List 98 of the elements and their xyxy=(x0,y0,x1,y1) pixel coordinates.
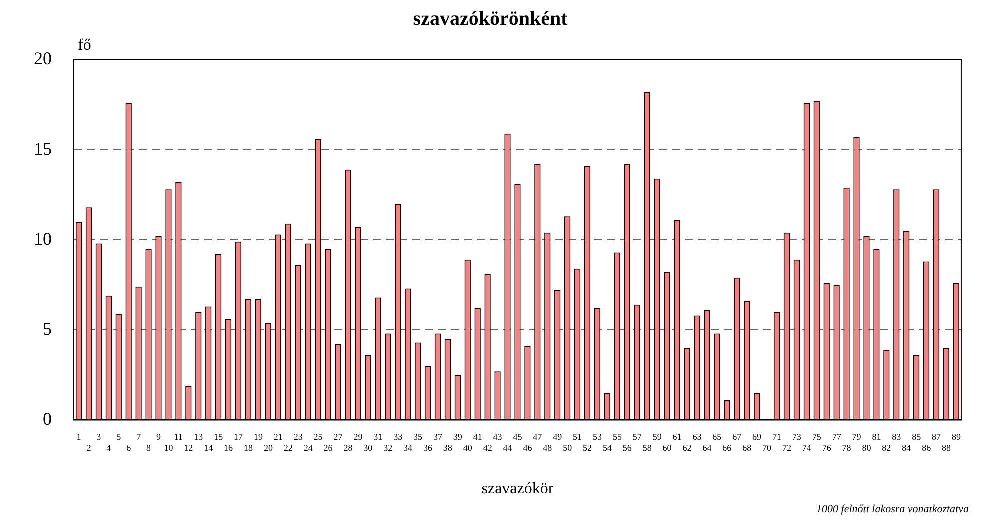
y-tick-label: 5 xyxy=(43,318,52,339)
x-tick-label: 30 xyxy=(364,442,374,453)
x-tick-label: 21 xyxy=(274,432,283,442)
y-tick-label: 0 xyxy=(43,408,52,429)
x-tick-label: 86 xyxy=(922,442,932,453)
x-tick-label: 12 xyxy=(184,442,194,453)
x-tick-label: 13 xyxy=(194,432,204,442)
x-tick-label: 54 xyxy=(602,442,612,453)
x-tick-label: 23 xyxy=(294,432,304,442)
x-tick-label: 61 xyxy=(672,432,682,442)
x-tick-label: 26 xyxy=(324,442,334,453)
y-tick-label: 20 xyxy=(34,48,52,69)
x-tick-label: 14 xyxy=(204,442,214,453)
x-tick-label: 81 xyxy=(872,432,882,442)
x-tick-label: 17 xyxy=(234,432,244,442)
x-tick-label: 71 xyxy=(772,432,782,442)
x-tick-label: 68 xyxy=(742,442,752,453)
x-tick-label: 49 xyxy=(553,432,563,442)
chart-title: szavazókörönként xyxy=(413,8,568,30)
x-tick-label: 11 xyxy=(174,432,184,442)
x-tick-label: 83 xyxy=(892,432,902,442)
x-tick-label: 42 xyxy=(483,442,492,453)
x-tick-label: 82 xyxy=(882,442,892,453)
x-tick-label: 19 xyxy=(254,432,264,442)
x-tick-label: 20 xyxy=(264,442,274,453)
x-tick-label: 65 xyxy=(712,432,722,442)
x-tick-label: 78 xyxy=(842,442,852,453)
x-tick-label: 7 xyxy=(136,432,142,442)
x-tick-label: 9 xyxy=(156,432,162,442)
x-tick-label: 18 xyxy=(244,442,254,453)
x-tick-label: 29 xyxy=(354,432,364,442)
x-tick-label: 25 xyxy=(314,432,324,442)
x-tick-label: 3 xyxy=(96,432,102,442)
y-tick-label: 10 xyxy=(34,228,52,249)
x-tick-label: 39 xyxy=(453,432,463,442)
x-tick-label: 80 xyxy=(862,442,872,453)
x-tick-label: 22 xyxy=(284,442,293,453)
x-tick-label: 75 xyxy=(812,432,822,442)
x-tick-label: 34 xyxy=(404,442,414,453)
x-tick-label: 10 xyxy=(164,442,174,453)
x-tick-label: 67 xyxy=(732,432,742,442)
x-tick-label: 37 xyxy=(433,432,443,442)
x-tick-label: 27 xyxy=(334,432,344,442)
x-tick-label: 41 xyxy=(473,432,482,442)
x-tick-label: 73 xyxy=(792,432,802,442)
x-tick-label: 59 xyxy=(652,432,662,442)
x-tick-label: 87 xyxy=(932,432,942,442)
x-tick-label: 60 xyxy=(662,442,672,453)
x-tick-label: 6 xyxy=(126,442,132,453)
x-tick-label: 84 xyxy=(902,442,912,453)
x-tick-label: 24 xyxy=(304,442,314,453)
x-tick-label: 28 xyxy=(344,442,354,453)
y-tick-label: 15 xyxy=(34,138,52,159)
x-tick-label: 89 xyxy=(952,432,962,442)
x-tick-label: 76 xyxy=(822,442,832,453)
x-tick-label: 62 xyxy=(682,442,692,453)
x-tick-label: 32 xyxy=(384,442,393,453)
x-tick-label: 4 xyxy=(106,442,112,453)
x-tick-label: 1 xyxy=(76,432,82,442)
x-tick-label: 40 xyxy=(463,442,473,453)
x-tick-label: 70 xyxy=(762,442,772,453)
x-tick-label: 57 xyxy=(632,432,642,442)
x-tick-label: 74 xyxy=(802,442,812,453)
x-tick-label: 47 xyxy=(533,432,543,442)
x-tick-label: 15 xyxy=(214,432,224,442)
x-tick-label: 51 xyxy=(573,432,582,442)
x-tick-label: 63 xyxy=(692,432,702,442)
x-tick-label: 50 xyxy=(563,442,573,453)
x-tick-label: 38 xyxy=(443,442,453,453)
x-tick-label: 79 xyxy=(852,432,862,442)
x-tick-label: 36 xyxy=(423,442,433,453)
x-tick-label: 16 xyxy=(224,442,234,453)
x-tick-label: 53 xyxy=(593,432,603,442)
x-axis-title: szavazókör xyxy=(482,480,554,498)
x-tick-label: 46 xyxy=(523,442,533,453)
x-tick-label: 56 xyxy=(622,442,632,453)
x-tick-label: 52 xyxy=(583,442,592,453)
x-tick-label: 45 xyxy=(513,432,523,442)
x-tick-label: 69 xyxy=(752,432,762,442)
x-tick-label: 58 xyxy=(642,442,652,453)
x-tick-label: 66 xyxy=(722,442,732,453)
y-axis-title: fő xyxy=(78,37,92,54)
x-tick-label: 88 xyxy=(942,442,952,453)
x-tick-label: 77 xyxy=(832,432,842,442)
x-tick-label: 55 xyxy=(612,432,622,442)
x-tick-label: 72 xyxy=(782,442,792,453)
text: 1000 felnőtt lakosra vonatkoztatva xyxy=(816,503,970,516)
x-tick-label: 44 xyxy=(503,442,513,453)
x-tick-label: 43 xyxy=(493,432,503,442)
x-tick-label: 85 xyxy=(912,432,922,442)
x-tick-label: 64 xyxy=(702,442,712,453)
x-tick-label: 48 xyxy=(543,442,553,453)
x-tick-label: 33 xyxy=(394,432,404,442)
x-tick-label: 8 xyxy=(146,442,152,453)
x-tick-label: 31 xyxy=(374,432,383,442)
x-tick-label: 35 xyxy=(414,432,424,442)
x-tick-label: 2 xyxy=(86,442,92,453)
x-tick-label: 5 xyxy=(116,432,122,442)
